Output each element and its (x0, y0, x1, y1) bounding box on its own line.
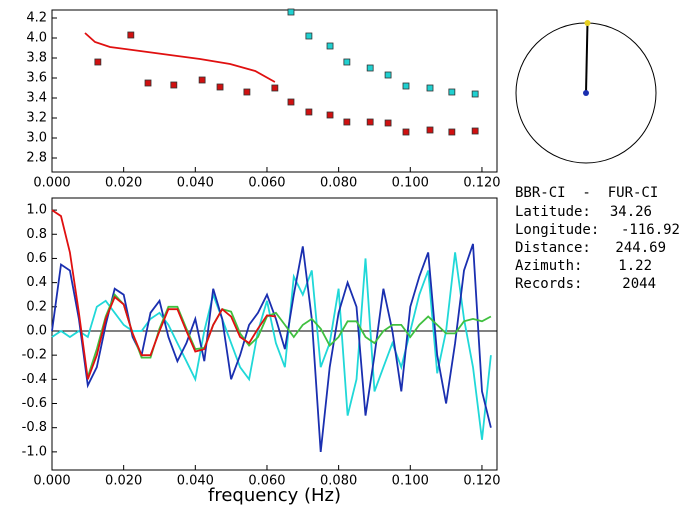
y-tick-label: 3.4 (26, 91, 47, 106)
y-tick-label: 0.8 (26, 227, 47, 242)
x-tick-label: 0.120 (463, 474, 500, 489)
marker (94, 58, 102, 66)
marker (170, 81, 178, 89)
marker (448, 88, 456, 96)
plot-frame (51, 9, 498, 173)
y-tick-label: 0.6 (26, 251, 47, 266)
marker (448, 128, 456, 136)
x-tick-label: 0.020 (105, 176, 142, 191)
marker (127, 31, 135, 39)
plot-frame (51, 197, 498, 471)
series-line (51, 209, 277, 380)
marker (271, 84, 279, 92)
series-line (84, 32, 276, 83)
marker (198, 76, 206, 84)
info-label: Azimuth: (515, 258, 582, 274)
info-title: BBR-CI - FUR-CI (515, 185, 658, 201)
marker (305, 108, 313, 116)
marker (366, 64, 374, 72)
marker (384, 119, 392, 127)
marker (243, 88, 251, 96)
marker (343, 58, 351, 66)
y-tick-label: 4.2 (26, 11, 47, 26)
y-tick-label: 2.8 (26, 151, 47, 166)
x-tick-label: 0.100 (392, 474, 429, 489)
marker (402, 82, 410, 90)
x-tick-label: 0.100 (392, 176, 429, 191)
y-tick-label: 3.2 (26, 111, 47, 126)
series-line (51, 243, 492, 452)
marker (287, 98, 295, 106)
marker (366, 118, 374, 126)
info-value: 34.26 (610, 204, 652, 220)
x-tick-label: 0.060 (248, 176, 285, 191)
marker (305, 32, 313, 40)
marker (326, 42, 334, 50)
x-tick-label: 0.060 (248, 474, 285, 489)
x-tick-label: 0.080 (320, 474, 357, 489)
y-tick-label: 0.2 (26, 299, 47, 314)
x-tick-label: 0.020 (105, 474, 142, 489)
y-tick-label: -0.4 (22, 372, 47, 387)
marker (384, 71, 392, 79)
info-label: Records: (515, 276, 582, 292)
y-tick-label: -0.6 (22, 396, 47, 411)
x-tick-label: 0.000 (33, 474, 70, 489)
y-tick-label: 0.4 (26, 275, 47, 290)
marker (144, 79, 152, 87)
y-tick-label: 3.8 (26, 51, 47, 66)
x-tick-label: 0.040 (177, 176, 214, 191)
info-label: Distance: (515, 240, 591, 256)
y-tick-label: -0.2 (22, 348, 47, 363)
info-value: 244.69 (615, 240, 666, 256)
x-tick-label: 0.040 (177, 474, 214, 489)
y-tick-label: -0.8 (22, 420, 47, 435)
marker (471, 127, 479, 135)
y-tick-label: 1.0 (26, 203, 47, 218)
y-tick-label: 3.6 (26, 71, 47, 86)
marker (471, 90, 479, 98)
info-value: -116.92 (621, 222, 680, 238)
info-label: Latitude: (515, 204, 591, 220)
azimuth-tip (584, 20, 591, 27)
y-tick-label: -1.0 (22, 444, 47, 459)
x-tick-label: 0.080 (320, 176, 357, 191)
y-tick-label: 0.0 (26, 323, 47, 338)
x-tick-label: 0.000 (33, 176, 70, 191)
azimuth-needle (585, 22, 589, 94)
marker (426, 84, 434, 92)
x-axis-label: frequency (Hz) (208, 485, 341, 506)
y-tick-label: 4.0 (26, 31, 47, 46)
y-tick-label: 3.0 (26, 131, 47, 146)
marker (343, 118, 351, 126)
info-label: Longitude: (515, 222, 599, 238)
info-value: 1.22 (618, 258, 652, 274)
marker (426, 126, 434, 134)
marker (216, 83, 224, 91)
marker (287, 8, 295, 16)
marker (326, 111, 334, 119)
info-value: 2044 (622, 276, 656, 292)
x-tick-label: 0.120 (463, 176, 500, 191)
station-dot (583, 90, 589, 96)
marker (402, 128, 410, 136)
series-line (51, 252, 492, 440)
